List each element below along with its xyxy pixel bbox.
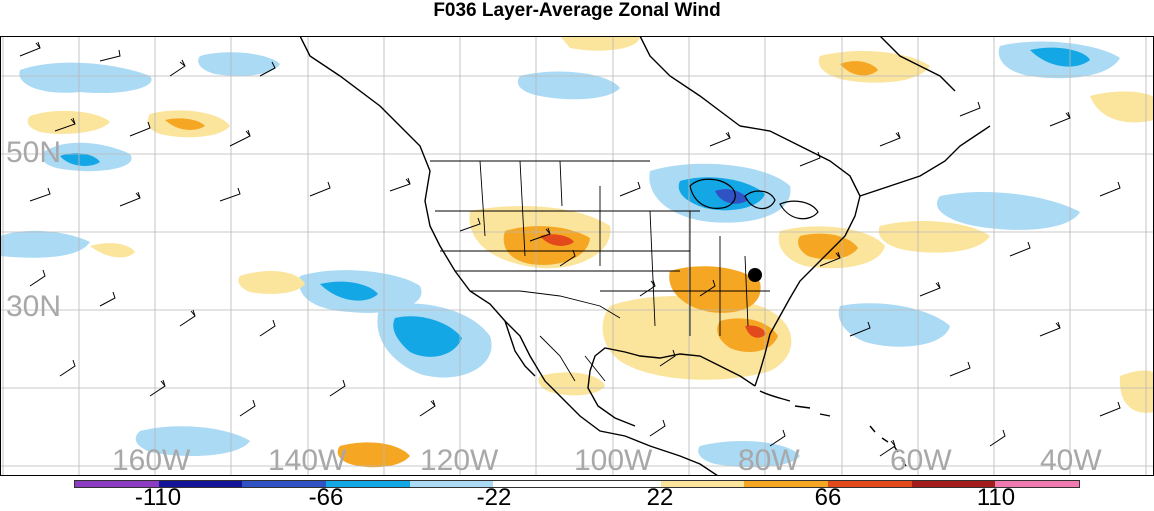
colorbar-segment (911, 481, 996, 487)
great-lakes (689, 178, 819, 220)
lon-label-40w: 40W (1040, 444, 1102, 477)
colorbar-segment (409, 481, 494, 487)
wind-barbs (19, 41, 1121, 457)
lat-label-50n: 50N (6, 136, 62, 169)
chart-title: F036 Layer-Average Zonal Wind (433, 0, 721, 21)
lon-label-100w: 100W (574, 444, 653, 477)
colorbar-label: 22 (646, 484, 674, 511)
colorbar-segment (242, 481, 327, 487)
lon-label-60w: 60W (890, 444, 952, 477)
colorbar-segment (660, 481, 745, 487)
coastlines (299, 36, 991, 476)
colorbar-segment (744, 481, 829, 487)
negative-wind-shading (0, 41, 1120, 468)
lat-label-30n: 30N (6, 290, 62, 323)
colorbar-segment (326, 481, 410, 487)
lon-label-140w: 140W (268, 444, 347, 477)
wind-map (0, 36, 1154, 476)
colorbar-label: -66 (308, 484, 344, 511)
colorbar-label: -22 (476, 484, 512, 511)
colorbar-label: 66 (814, 484, 842, 511)
colorbar-segment (158, 481, 243, 487)
colorbar-segment (577, 481, 661, 487)
colorbar-segment (995, 481, 1080, 487)
lon-label-120w: 120W (420, 444, 499, 477)
state-boundaries (430, 160, 770, 382)
lon-label-80w: 80W (738, 444, 800, 477)
colorbar (74, 480, 1080, 488)
station-marker (748, 268, 762, 282)
lon-label-160w: 160W (112, 444, 191, 477)
colorbar-segment (75, 481, 159, 487)
colorbar-label: -110 (134, 484, 182, 511)
map-gridlines (0, 36, 1154, 476)
colorbar-segment (493, 481, 578, 487)
colorbar-segment (828, 481, 912, 487)
colorbar-label: 110 (976, 484, 1016, 511)
